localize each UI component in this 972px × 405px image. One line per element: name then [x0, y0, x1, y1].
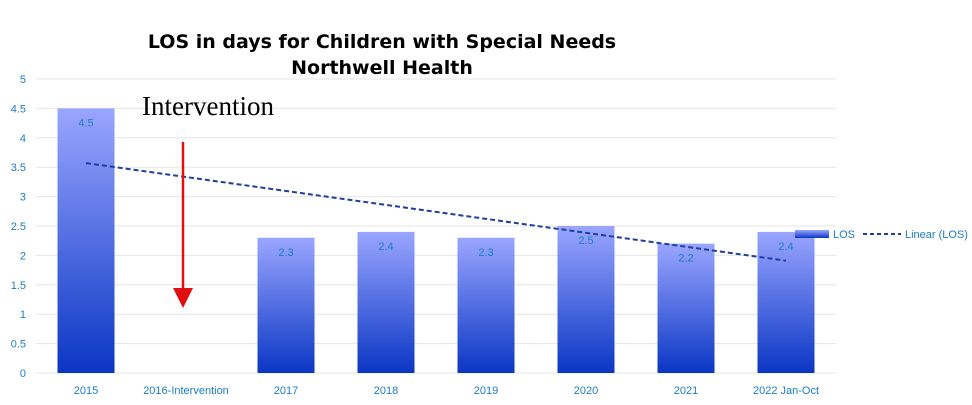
data-label: 2.5	[578, 235, 593, 247]
y-axis: 0 0.5 1 1.5 2 2.5 3 3.5 4 4.5 5	[11, 74, 26, 380]
data-labels: 4.5 2.3 2.4 2.3 2.5 2.2 2.4	[78, 117, 793, 264]
bar-2018	[357, 231, 415, 373]
y-tick-label: 4.5	[11, 103, 26, 115]
y-tick-label: 0.5	[11, 339, 26, 351]
y-tick-label: 3	[20, 192, 26, 204]
legend-label-trend: Linear (LOS)	[905, 229, 968, 241]
bar-2017	[257, 237, 315, 373]
y-tick-label: 2	[20, 250, 26, 262]
trendline	[85, 162, 787, 262]
trendline-line	[85, 162, 787, 262]
y-tick-label: 0	[20, 368, 26, 380]
legend-swatch-los	[795, 230, 829, 238]
y-tick-label: 4	[20, 133, 26, 145]
x-tick-label: 2022 Jan-Oct	[753, 385, 819, 397]
data-label: 2.2	[678, 253, 693, 265]
x-tick-label: 2018	[374, 385, 398, 397]
bar-2021	[657, 243, 715, 373]
x-tick-label: 2015	[74, 385, 98, 397]
chart-title: LOS in days for Children with Special Ne…	[148, 31, 616, 53]
data-label: 4.5	[78, 117, 93, 129]
chart-subtitle: Northwell Health	[291, 57, 473, 79]
legend-label-los: LOS	[833, 229, 855, 241]
y-tick-label: 5	[20, 74, 26, 86]
y-tick-label: 1.5	[11, 280, 26, 292]
x-tick-label: 2017	[274, 385, 298, 397]
y-tick-label: 2.5	[11, 221, 26, 233]
data-label: 2.4	[378, 241, 393, 253]
y-tick-label: 1	[20, 309, 26, 321]
x-tick-label: 2020	[574, 385, 598, 397]
bar-2019	[457, 237, 515, 373]
x-axis: 2015 2016-Intervention 2017 2018 2019 2020 202…	[74, 385, 819, 397]
gridlines	[36, 78, 836, 374]
x-tick-label: 2019	[474, 385, 498, 397]
x-tick-label: 2016-Intervention	[143, 385, 229, 397]
data-label: 2.3	[478, 247, 493, 259]
data-label: 2.4	[778, 241, 793, 253]
bar-2020	[557, 226, 615, 373]
bar-2015	[57, 108, 115, 374]
annotation-label: Intervention	[142, 91, 274, 121]
y-tick-label: 3.5	[11, 162, 26, 174]
data-label: 2.3	[278, 247, 293, 259]
x-tick-label: 2021	[674, 385, 698, 397]
bar-2022-jan-oct	[757, 231, 815, 373]
bars	[57, 108, 815, 374]
legend: LOS Linear (LOS)	[795, 229, 968, 241]
